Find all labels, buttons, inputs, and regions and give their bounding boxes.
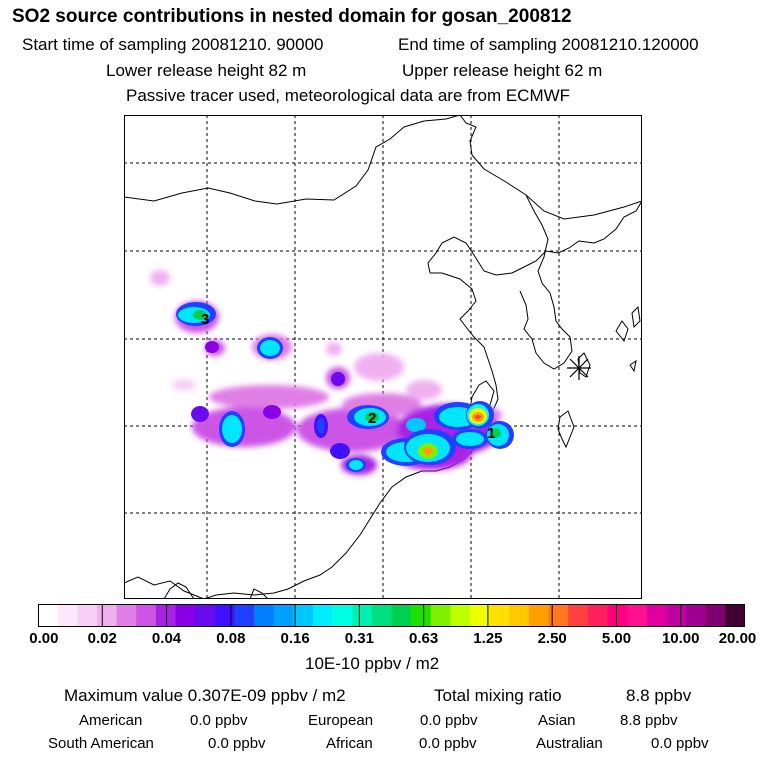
colorbar-tick-label: 0.63 [409,630,439,647]
total-mixing-ratio-label: Total mixing ratio [434,686,562,705]
colorbar-cell [509,604,530,627]
colorbar-cell [568,604,589,627]
colorbar-units: 10E-10 ppbv / m2 [305,654,440,673]
colorbar-tick-label: 0.08 [216,630,246,647]
source-label-2: 2 [368,410,376,427]
colorbar-cell [627,604,648,627]
region-australian-name: Australian [536,735,603,752]
plot-title: SO2 source contributions in nested domai… [12,6,572,27]
colorbar-cell [548,604,569,627]
receptor-marker [567,356,591,380]
colorbar-cell [705,604,726,627]
colorbar-cell [136,604,157,627]
colorbar-cell [686,604,707,627]
tracer-note: Passive tracer used, meteorological data… [126,86,571,105]
start-sampling-text: Start time of sampling 20081210. 90000 [22,35,324,54]
colorbar-cell [352,604,373,627]
colorbar-cell [96,604,118,627]
colorbar-cell [430,604,452,627]
map-panel: 3 2 1 [124,115,642,599]
colorbar-cell [38,604,59,627]
colorbar-cell [312,604,334,627]
upper-release-text: Upper release height 62 m [402,61,603,80]
colorbar-cell [77,604,98,627]
colorbar-cell [666,604,687,627]
colorbar-cell [607,604,628,627]
concentration-plumes [150,270,514,475]
end-sampling-text: End time of sampling 20081210.120000 [398,35,699,54]
colorbar-cell [234,604,255,627]
colorbar-cell [391,604,412,627]
colorbar-tick-label: 0.02 [87,630,117,647]
colorbar-tick-label: 0.16 [280,630,310,647]
colorbar-tick-label: 0.31 [344,630,374,647]
region-australian-value: 0.0 ppbv [651,735,709,752]
colorbar-cell [528,604,550,627]
colorbar-tick-label: 2.50 [537,630,567,647]
region-south-american-value: 0.0 ppbv [208,735,266,752]
colorbar-cell [371,604,393,627]
colorbar-cell [155,604,177,627]
colorbar-tick-labels: 0.00 0.02 0.04 0.08 0.16 0.31 0.63 1.25 2.50 5.00… [0,630,768,650]
source-label-3: 3 [201,311,209,328]
region-european-value: 0.0 ppbv [420,712,478,729]
colorbar-cell [254,604,275,627]
colorbar-tick-label: 0.04 [151,630,182,647]
colorbar-cell [214,604,235,627]
maximum-value: Maximum value 0.307E-09 ppbv / m2 [64,686,346,705]
colorbar-cell [587,604,609,627]
colorbar-cell [411,604,432,627]
colorbar-tick-label: 5.00 [601,630,632,647]
source-label-1: 1 [487,425,495,442]
region-american-value: 0.0 ppbv [190,712,248,729]
map-frame [124,115,642,599]
region-american-name: American [79,712,143,729]
colorbar-tick-label: 10.00 [661,630,700,647]
region-african-value: 0.0 ppbv [419,735,477,752]
colorbar-cell [489,604,510,627]
colorbar-cell [273,604,294,627]
colorbar-cell [57,604,78,627]
region-asian-value: 8.8 ppbv [620,712,678,729]
colorbar-tick-label: 20.00 [718,630,757,647]
colorbar-cell [470,604,491,627]
lower-release-text: Lower release height 82 m [106,61,307,80]
total-mixing-ratio-value: 8.8 ppbv [626,686,692,705]
colorbar-tick-label: 0.00 [29,630,59,647]
colorbar-cell [725,604,745,627]
colorbar-cell [450,604,471,627]
colorbar-cell [332,604,353,627]
colorbar-cell [293,604,314,627]
colorbar-tick-label: 1.25 [473,630,503,647]
region-south-american-name: South American [48,735,154,752]
colorbar-cell [195,604,216,627]
colorbar-cell [116,604,137,627]
colorbar-cell [175,604,196,627]
region-european-name: European [308,712,374,729]
region-asian-name: Asian [538,712,576,729]
region-african-name: African [326,735,373,752]
colorbar [38,604,745,627]
colorbar-cell [646,604,668,627]
